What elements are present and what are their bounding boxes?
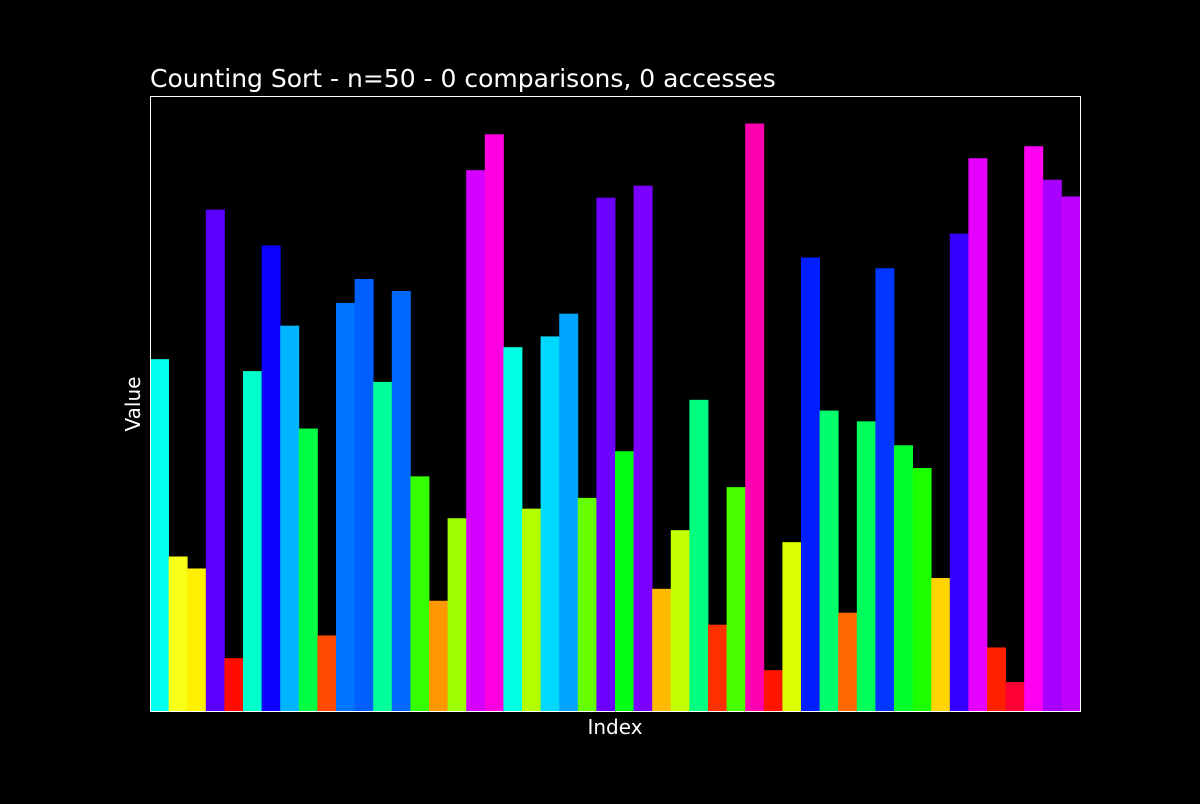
bar-27 (652, 588, 672, 712)
bar-15 (429, 600, 448, 712)
bar-33 (763, 670, 783, 712)
x-axis-label: Index (587, 715, 642, 739)
bar-28 (670, 530, 690, 712)
bar-16 (447, 518, 467, 712)
bar-14 (410, 476, 430, 712)
bar-41 (912, 467, 932, 712)
bar-37 (838, 612, 858, 712)
y-axis-label: Value (121, 377, 145, 432)
bar-9 (317, 635, 337, 712)
bar-43 (949, 233, 969, 713)
bar-29 (689, 399, 709, 712)
bar-47 (1024, 146, 1044, 713)
bar-0 (150, 359, 169, 712)
bar-18 (484, 134, 504, 712)
bar-17 (466, 170, 486, 712)
bar-48 (1042, 179, 1062, 713)
bar-11 (354, 279, 374, 712)
bar-44 (968, 158, 988, 712)
bar-3 (205, 209, 225, 712)
bar-40 (894, 445, 913, 712)
bar-21 (540, 336, 560, 712)
bar-35 (801, 257, 820, 712)
bar-23 (577, 497, 597, 712)
bar-12 (373, 381, 393, 712)
bar-8 (298, 428, 318, 712)
bar-19 (503, 347, 523, 712)
bar-group (150, 123, 1081, 713)
bar-22 (559, 313, 579, 712)
bar-13 (391, 290, 411, 712)
bar-45 (987, 647, 1006, 712)
bar-24 (596, 197, 616, 713)
bar-49 (1061, 196, 1081, 713)
bar-20 (522, 508, 541, 712)
bar-7 (280, 325, 300, 712)
bar-30 (708, 624, 727, 712)
chart-title: Counting Sort - n=50 - 0 comparisons, 0 … (150, 64, 776, 93)
bar-38 (856, 421, 876, 712)
plot-frame (150, 96, 1081, 712)
bar-5 (243, 371, 262, 712)
bar-39 (875, 268, 895, 712)
bar-2 (187, 568, 207, 712)
bar-42 (931, 578, 951, 712)
bar-10 (336, 302, 355, 712)
bar-25 (615, 451, 634, 712)
bar-34 (782, 542, 802, 712)
bar-46 (1005, 682, 1025, 712)
bar-6 (261, 245, 281, 712)
bar-26 (633, 185, 653, 712)
bar-4 (224, 658, 244, 712)
bar-32 (745, 123, 765, 712)
bar-31 (726, 487, 746, 712)
bar-36 (819, 410, 839, 712)
bar-1 (168, 556, 188, 712)
